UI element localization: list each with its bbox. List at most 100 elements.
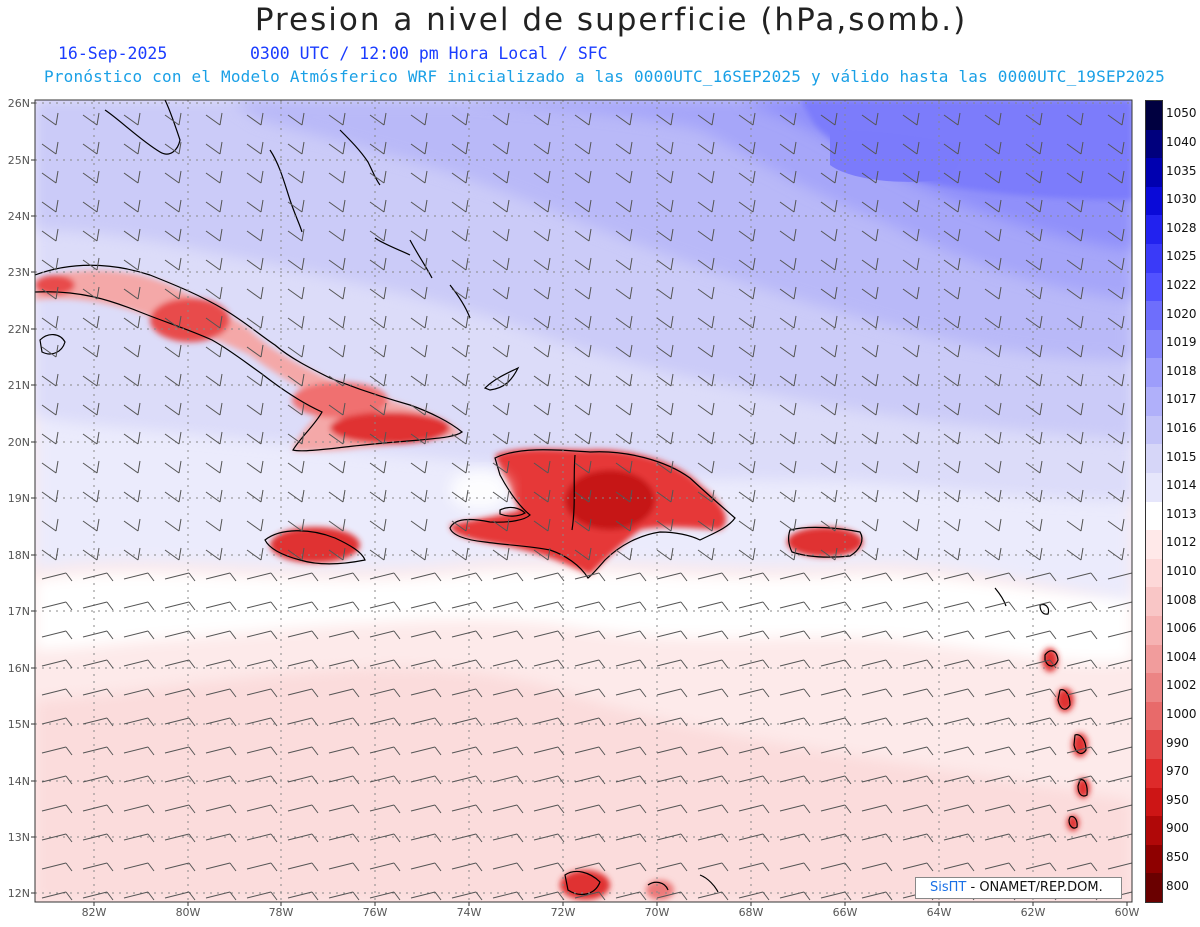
wind-barb [656, 804, 688, 814]
wind-barb [246, 286, 264, 300]
wind-barb [205, 170, 223, 184]
wind-barb [861, 257, 879, 271]
wind-barb [41, 659, 73, 669]
wind-barb [82, 833, 114, 843]
colorbar-label: 1022 [1166, 277, 1197, 292]
wind-barb [738, 804, 770, 814]
wind-barb [492, 286, 510, 300]
wind-barb [738, 746, 770, 756]
wind-barb [369, 688, 401, 698]
wind-barb [1066, 170, 1084, 184]
wind-barb [574, 460, 592, 474]
wind-barb [533, 460, 551, 474]
wind-barb [492, 170, 510, 184]
wind-barb [779, 547, 797, 561]
wind-barb [410, 228, 428, 242]
wind-barb [656, 547, 674, 561]
wind-barb [984, 228, 1002, 242]
colorbar-label: 1030 [1166, 192, 1197, 207]
wind-barb [1107, 601, 1132, 609]
wind-barb [41, 286, 59, 300]
wind-barb [82, 547, 100, 561]
wind-barb [41, 228, 59, 242]
wind-barb [984, 630, 1016, 640]
wind-barb [41, 804, 73, 814]
credit-box: SisПT - ONAMET/REP.DOM. [915, 877, 1122, 899]
wind-barb [615, 199, 633, 213]
wind-barb [1107, 141, 1125, 155]
colorbar-segment [1146, 758, 1162, 789]
wind-barb [82, 518, 100, 532]
wind-barb [205, 659, 237, 669]
wind-barb [861, 315, 879, 329]
wind-barb [943, 688, 975, 698]
wind-barb [615, 746, 647, 756]
lon-label: 70W [644, 906, 670, 919]
wind-barb [164, 373, 182, 387]
wind-barb [902, 257, 920, 271]
wind-barb [697, 373, 715, 387]
wind-barb [943, 659, 975, 669]
wind-barb [164, 659, 196, 669]
colorbar-label: 1010 [1166, 564, 1197, 579]
wind-barb [369, 659, 401, 669]
wind-barb [902, 746, 934, 756]
wind-barb [1025, 717, 1057, 727]
wind-barb [1025, 862, 1057, 872]
wind-barb [738, 547, 756, 561]
wind-barb [369, 717, 401, 727]
wind-barb [41, 141, 59, 155]
map-frame [31, 99, 1133, 906]
wind-barb [984, 833, 1016, 843]
wind-barb [246, 402, 264, 416]
wind-barb [164, 257, 182, 271]
credit-org: - ONAMET/REP.DOM. [970, 880, 1103, 895]
wind-barb [287, 257, 305, 271]
wind-barb [574, 199, 592, 213]
wind-barb [492, 804, 524, 814]
wind-barb [41, 717, 73, 727]
wind-barb [123, 199, 141, 213]
wind-barb [779, 460, 797, 474]
wind-barb [410, 344, 428, 358]
colorbar-segment [1146, 644, 1162, 674]
wind-barb [943, 257, 961, 271]
wind-barb [738, 891, 770, 901]
wind-barb [984, 572, 1016, 582]
wind-barb [738, 460, 756, 474]
wind-barb [656, 199, 674, 213]
wind-barb [205, 804, 237, 814]
wind-barb [861, 862, 893, 872]
wind-barb [943, 373, 961, 387]
colorbar-segment [1146, 587, 1162, 617]
wind-barb [410, 286, 428, 300]
wind-barb [123, 402, 141, 416]
wind-barb [246, 572, 278, 582]
wind-barb [1066, 775, 1098, 785]
wind-barb [1066, 431, 1084, 445]
wind-barb [984, 170, 1002, 184]
wind-barb [123, 630, 155, 640]
wind-barb [902, 659, 934, 669]
wind-barb [123, 862, 155, 872]
wind-barb [123, 460, 141, 474]
wind-barb [615, 630, 647, 640]
wind-barb [410, 315, 428, 329]
wind-barb [41, 315, 59, 329]
wind-barb [1025, 344, 1043, 358]
wind-barb [123, 315, 141, 329]
wind-barb [1107, 286, 1125, 300]
wind-barb [697, 315, 715, 329]
wind-barb [902, 141, 920, 155]
colorbar-segment [1146, 329, 1162, 359]
wind-barb [861, 717, 893, 727]
lat-label: 25N [7, 154, 30, 167]
wind-barb [779, 804, 811, 814]
wind-barb [451, 199, 469, 213]
wind-barb [369, 601, 401, 611]
wind-barb [820, 833, 852, 843]
wind-barb [369, 344, 387, 358]
wind-barb [205, 547, 223, 561]
wind-barb [287, 199, 305, 213]
wind-barb [246, 170, 264, 184]
